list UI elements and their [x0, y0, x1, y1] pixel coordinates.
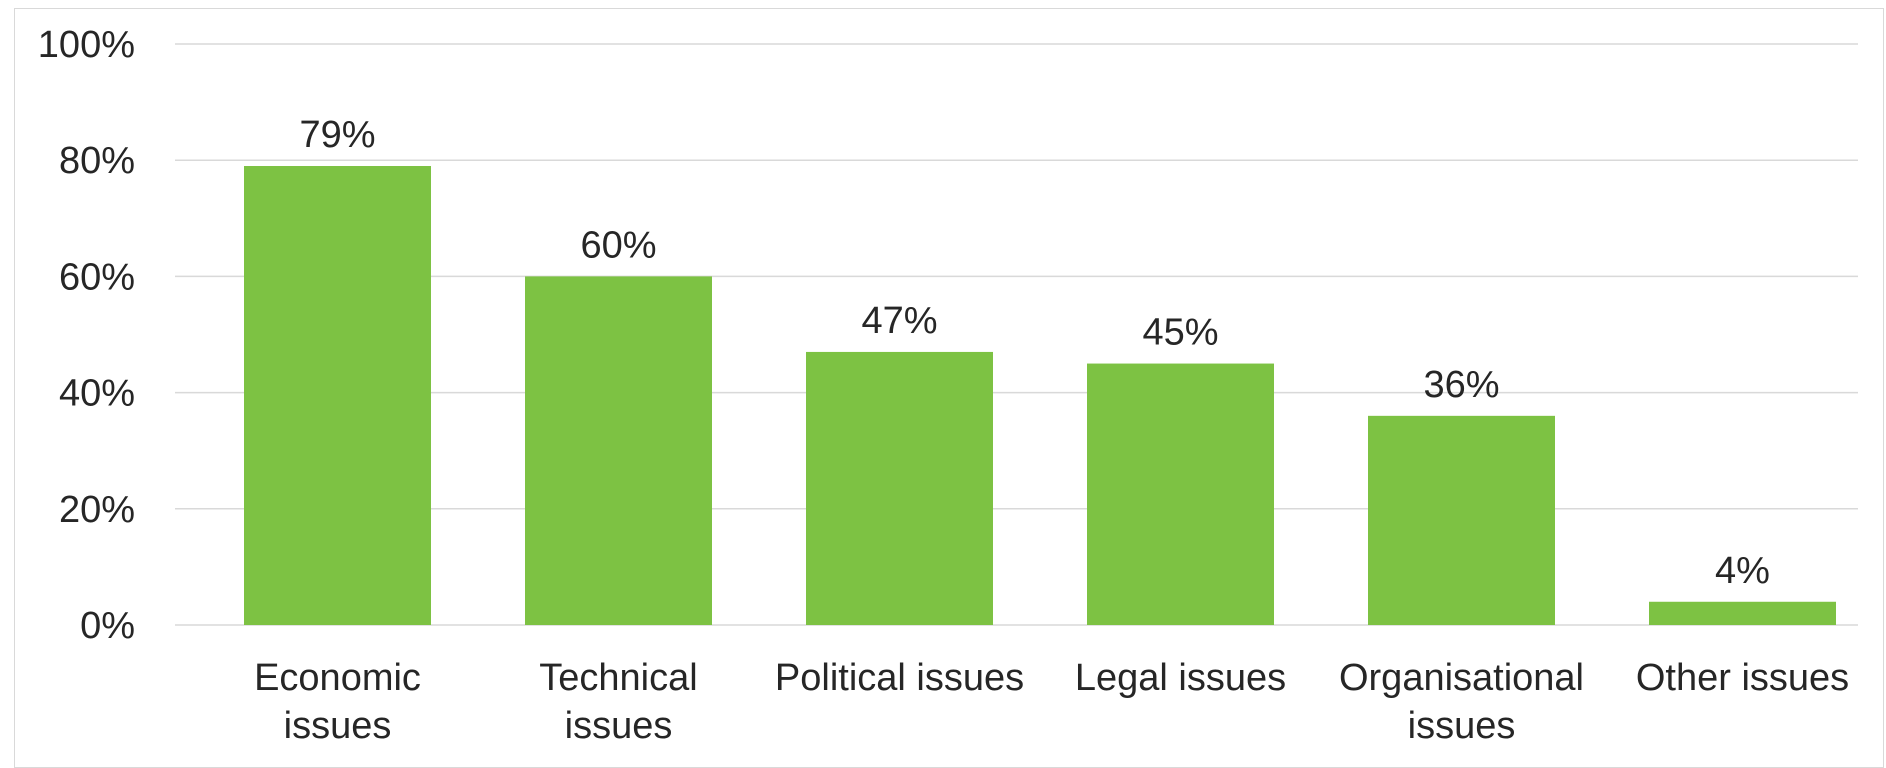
data-label: 79% [299, 114, 375, 156]
y-tick-label: 20% [59, 489, 135, 531]
x-tick-label: Political issues [775, 657, 1024, 699]
y-tick-label: 40% [59, 373, 135, 415]
data-labels: 79% 60% 47% 45% 36% 4% [299, 114, 1769, 592]
data-label: 47% [861, 300, 937, 342]
bar [1368, 415, 1555, 625]
y-tick-label: 0% [80, 605, 135, 647]
bar [1087, 363, 1274, 625]
y-tick-label: 80% [59, 140, 135, 182]
x-tick-label: Organisational [1339, 657, 1584, 699]
gridlines [175, 43, 1858, 626]
data-label: 45% [1142, 312, 1218, 354]
x-tick-label: Legal issues [1075, 657, 1286, 699]
bars [244, 166, 1836, 625]
bar [1649, 601, 1836, 625]
y-tick-label: 100% [38, 24, 135, 66]
x-tick-label: Technical [539, 657, 697, 699]
bar [244, 166, 431, 625]
x-tick-label: issues [284, 705, 392, 747]
x-tick-label: issues [1408, 705, 1516, 747]
x-tick-label: issues [565, 705, 673, 747]
bar [806, 351, 993, 625]
y-tick-label: 60% [59, 256, 135, 298]
x-tick-label: Economic [254, 657, 421, 699]
y-axis-ticks: 0% 20% 40% 60% 80% 100% [38, 24, 135, 647]
x-axis-ticks: Economic issues Technical issues Political i… [254, 657, 1849, 747]
x-tick-label: Other issues [1636, 657, 1849, 699]
bar [525, 276, 712, 625]
data-label: 60% [580, 224, 656, 266]
data-label: 4% [1715, 550, 1770, 592]
data-label: 36% [1423, 364, 1499, 406]
